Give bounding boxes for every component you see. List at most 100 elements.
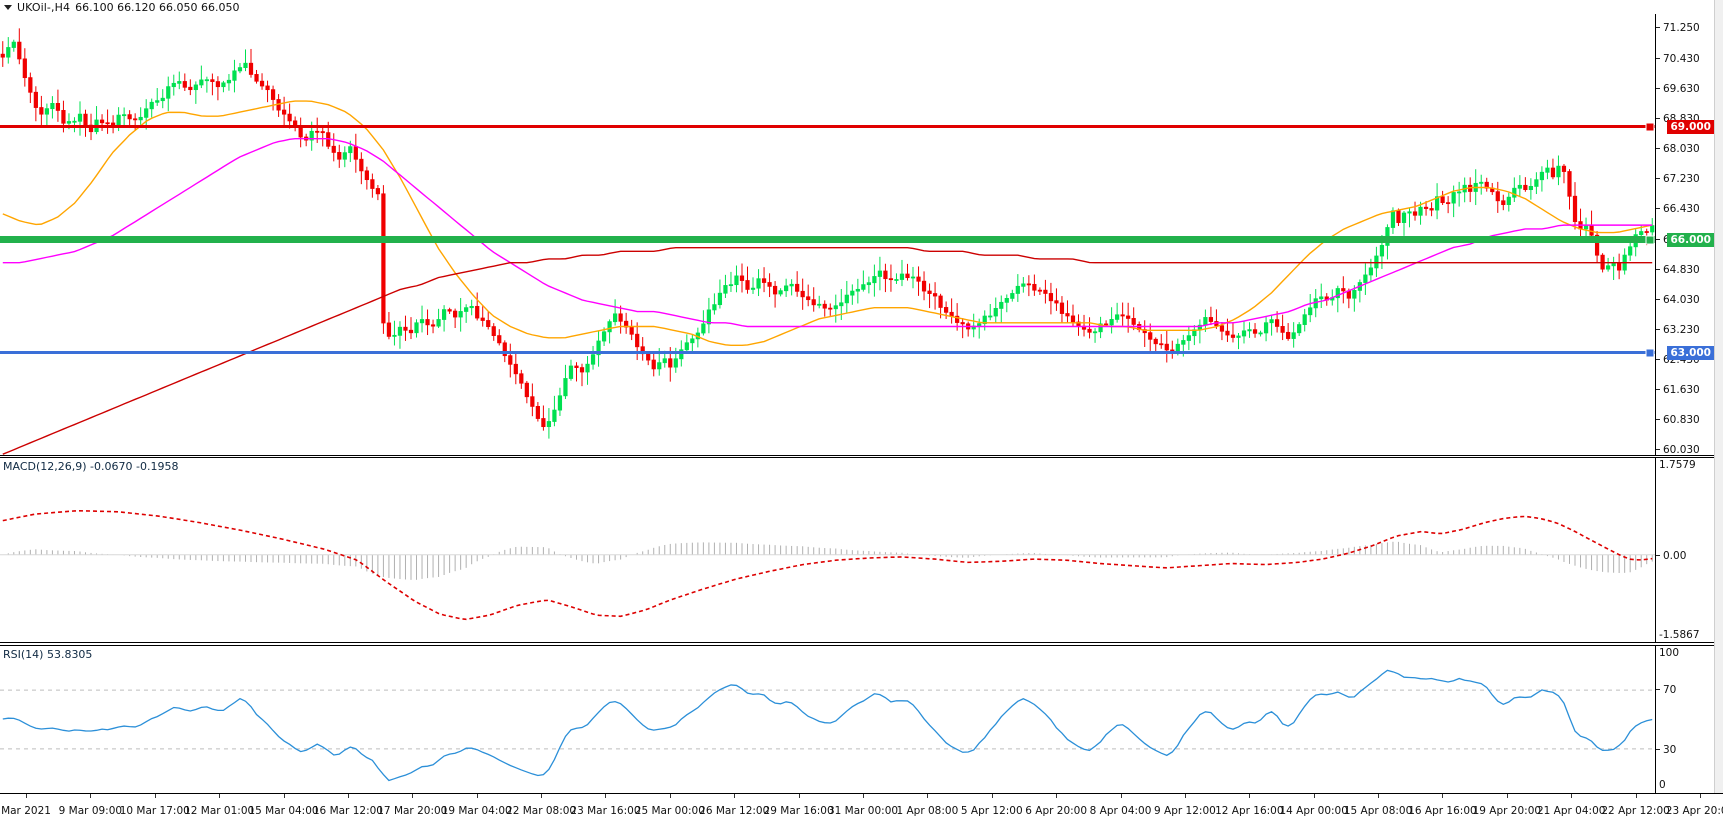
time-axis-tick — [1635, 794, 1637, 798]
tick-mark — [1656, 268, 1660, 270]
time-axis[interactable]: Mar 2021 9 Mar 09:00 10 Mar 17:00 12 Mar 01… — [0, 793, 1723, 823]
time-axis-label: 19 Apr 20:00 — [1472, 805, 1542, 817]
time-axis-tick — [154, 794, 156, 798]
rsi-axis-tick-label: 0 — [1659, 779, 1666, 791]
price-axis-tick: 64.030 — [1656, 295, 1700, 305]
tick-mark — [1656, 419, 1660, 421]
time-axis-tick — [412, 794, 414, 798]
time-axis-tick — [669, 794, 671, 798]
time-axis-label: 15 Apr 08:00 — [1343, 805, 1413, 817]
time-axis-label: 5 Apr 12:00 — [960, 805, 1023, 817]
price-pane[interactable]: 71.250 70.430 69.630 68.830 68.030 67.230 66.4… — [0, 14, 1723, 456]
price-axis-tick: 68.030 — [1656, 144, 1700, 154]
time-axis-label: 23 Mar 16:00 — [570, 805, 641, 817]
tick-mark — [1656, 328, 1660, 330]
time-axis-label: 14 Apr 00:00 — [1279, 805, 1348, 817]
window-scroll-gutter[interactable] — [1714, 0, 1723, 793]
time-axis-label: 25 Mar 00:00 — [634, 805, 705, 817]
price-axis-tick-label: 67.230 — [1663, 173, 1700, 186]
time-axis-tick — [1184, 794, 1186, 798]
price-level-handle[interactable] — [1645, 235, 1655, 245]
price-axis-tick-label: 61.630 — [1663, 384, 1700, 397]
rsi-title: RSI(14) 53.8305 — [3, 648, 93, 661]
macd-axis-tick: 1.7579 — [1656, 460, 1696, 471]
time-axis-tick — [1120, 794, 1122, 798]
macd-scale[interactable]: 1.7579 0.00 -1.5867 — [1655, 458, 1723, 642]
price-axis-tick-label: 66.430 — [1663, 203, 1700, 216]
price-axis-tick-label: 64.030 — [1663, 293, 1700, 306]
tick-mark — [1656, 178, 1660, 180]
price-level-line-66.000[interactable] — [0, 236, 1655, 244]
price-axis-tick: 61.630 — [1656, 385, 1700, 395]
time-axis-tick — [605, 794, 607, 798]
rsi-plot-area[interactable] — [0, 646, 1655, 793]
rsi-axis-tick-label: 70 — [1663, 684, 1677, 697]
price-axis-tick: 71.250 — [1656, 23, 1700, 33]
rsi-scale[interactable]: 100 70 30 0 — [1655, 646, 1723, 793]
price-axis-tick-label: 62.430 — [1663, 353, 1700, 366]
tick-mark — [1656, 118, 1660, 120]
time-axis-tick — [283, 794, 285, 798]
time-axis-label: 6 Apr 20:00 — [1025, 805, 1088, 817]
time-axis-tick — [734, 794, 736, 798]
macd-chart-svg — [0, 510, 1655, 621]
time-axis-label: 17 Mar 20:00 — [377, 805, 448, 817]
time-axis-label: 23 Apr 20:00 — [1665, 805, 1723, 817]
time-axis-tick — [1313, 794, 1315, 798]
tick-mark — [1656, 298, 1660, 300]
price-axis-tick: 69.630 — [1656, 84, 1700, 94]
time-axis-tick — [541, 794, 543, 798]
time-axis-tick — [1442, 794, 1444, 798]
macd-plot-area[interactable] — [0, 458, 1655, 642]
chevron-down-icon[interactable] — [4, 5, 12, 10]
price-axis-tick: 68.830 — [1656, 114, 1700, 124]
price-axis-tick-label: 69.630 — [1663, 82, 1700, 95]
time-axis-tick — [1056, 794, 1058, 798]
rsi-axis-tick-label: 30 — [1663, 743, 1677, 756]
time-axis-tick — [1700, 794, 1701, 798]
symbol-label: UKOil-,H4 — [17, 0, 71, 14]
time-axis-label: 9 Mar 09:00 — [58, 805, 123, 817]
time-axis-label: 9 Apr 12:00 — [1154, 805, 1216, 817]
price-axis-tick-label: 64.830 — [1663, 263, 1700, 276]
price-axis-tick-label: 71.250 — [1663, 21, 1700, 34]
rsi-pane[interactable]: RSI(14) 53.8305 100 70 30 0 — [0, 645, 1723, 793]
time-axis-tick — [26, 794, 27, 798]
price-level-badge-63.000[interactable]: 63.000 — [1667, 345, 1714, 360]
price-axis-tick: 60.030 — [1656, 444, 1700, 457]
time-axis-label: 1 Apr 08:00 — [896, 805, 959, 817]
rsi-axis-tick: 70 — [1656, 684, 1677, 697]
time-axis-tick — [991, 794, 993, 798]
ohlc-values: 66.100 66.120 66.050 66.050 — [75, 0, 240, 14]
time-axis-label: 16 Apr 16:00 — [1408, 805, 1477, 817]
price-plot-area[interactable] — [0, 14, 1655, 455]
price-level-badge-69.000[interactable]: 69.000 — [1667, 119, 1714, 134]
price-level-line-63.000[interactable] — [0, 351, 1655, 355]
tick-mark — [1656, 389, 1660, 391]
tick-mark — [1656, 208, 1660, 210]
rsi-axis-tick-label: 100 — [1659, 647, 1680, 659]
tick-mark — [1656, 554, 1660, 556]
time-axis-tick — [1506, 794, 1508, 798]
time-axis-label: 10 Mar 17:00 — [119, 805, 190, 817]
tick-mark — [1656, 748, 1660, 750]
macd-pane[interactable]: MACD(12,26,9) -0.0670 -0.1958 1.7579 0.00… — [0, 457, 1723, 643]
macd-axis-tick-label: 0.00 — [1663, 549, 1687, 562]
time-axis-label: 15 Mar 04:00 — [248, 805, 319, 817]
time-axis-label: 22 Apr 12:00 — [1601, 805, 1670, 817]
price-level-handle[interactable] — [1645, 348, 1655, 358]
time-axis-label: 19 Mar 04:00 — [441, 805, 512, 817]
price-level-handle[interactable] — [1645, 122, 1655, 132]
tick-mark — [1656, 238, 1660, 240]
price-axis-tick: 60.830 — [1656, 415, 1700, 425]
time-axis-tick — [476, 794, 478, 798]
price-level-line-69.000[interactable] — [0, 125, 1655, 129]
time-axis-label: 12 Apr 16:00 — [1215, 805, 1284, 817]
time-axis-label: 12 Mar 01:00 — [184, 805, 255, 817]
price-axis-tick-label: 60.030 — [1663, 444, 1700, 457]
macd-axis-tick-label: -1.5867 — [1659, 629, 1700, 641]
tick-mark — [1656, 148, 1660, 150]
price-axis-tick: 67.230 — [1656, 173, 1700, 186]
price-level-badge-66.000[interactable]: 66.000 — [1667, 232, 1714, 247]
time-axis-tick — [1378, 794, 1380, 798]
